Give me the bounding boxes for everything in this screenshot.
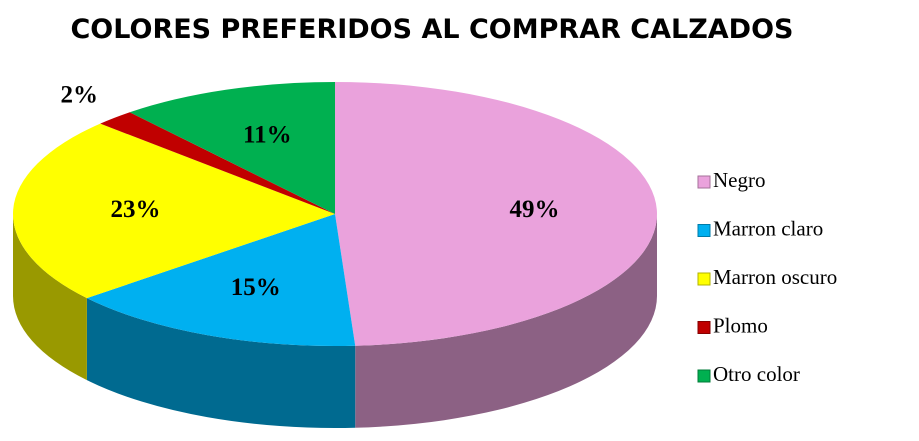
legend-swatch	[697, 224, 711, 237]
data-label: 23%	[110, 196, 160, 223]
slice	[129, 82, 335, 214]
slice-side	[86, 298, 356, 428]
legend-swatch	[697, 272, 711, 286]
slice	[13, 123, 335, 299]
slice	[86, 214, 356, 346]
legend-label: Plomo	[713, 313, 768, 337]
slice-side	[355, 214, 657, 428]
legend-swatch	[697, 321, 711, 334]
legend-label: Marron claro	[713, 216, 823, 240]
slice-side	[13, 214, 87, 381]
slice	[100, 112, 336, 214]
slice	[335, 82, 657, 346]
legend-label: Otro color	[713, 362, 800, 386]
data-label: 11%	[243, 122, 292, 149]
data-label: 49%	[510, 196, 560, 223]
legend-swatch	[697, 175, 711, 189]
data-label: 15%	[231, 274, 281, 301]
chart-title: COLORES PREFERIDOS AL COMPRAR CALZADOS	[70, 14, 793, 45]
data-label: 2%	[61, 81, 99, 108]
legend-label: Marron oscuro	[713, 265, 837, 289]
legend-label: Negro	[713, 168, 765, 192]
legend-swatch	[697, 369, 711, 383]
